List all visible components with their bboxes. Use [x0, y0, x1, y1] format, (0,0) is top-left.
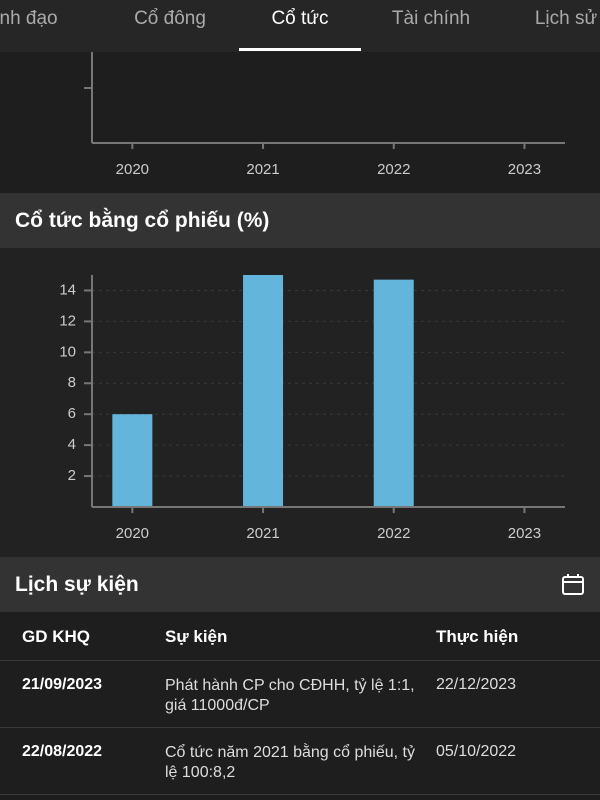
- table-cell: Cổ tức năm 2021 bằng cổ phiếu, tỷ lệ 100…: [165, 744, 415, 781]
- x-tick-label: 2022: [377, 525, 410, 542]
- x-tick-label: 2020: [116, 161, 149, 178]
- events-header: Lịch sự kiện: [0, 557, 600, 612]
- tab[interactable]: Tài chính: [391, 8, 471, 29]
- y-tick-label: 12: [59, 312, 76, 329]
- column-header: GD KHQ: [22, 627, 90, 646]
- bar: [112, 414, 153, 507]
- x-tick-label: 2022: [377, 161, 410, 178]
- tab-bar: Lãnh đạo Cổ đông Cổ tức Tài chính Lịch sử: [0, 0, 600, 52]
- x-tick-label: 2021: [246, 161, 279, 178]
- y-tick-label: 14: [59, 281, 76, 298]
- active-tab-indicator: [239, 48, 361, 51]
- y-tick-label: 4: [68, 436, 76, 453]
- x-tick-label: 2021: [246, 525, 279, 542]
- y-tick-label: 2: [68, 467, 76, 484]
- tab[interactable]: Cổ tức: [271, 8, 329, 29]
- dividend-chart: 2 4 6 8 10 12 14 2020 2021 2022 2023: [0, 248, 600, 557]
- x-tick-label: 2020: [116, 525, 149, 542]
- table-header-row: GD KHQ Sự kiện Thực hiện: [0, 612, 600, 661]
- chart-title: Cổ tức bằng cổ phiếu (%): [0, 193, 600, 248]
- events-title: Lịch sự kiện: [15, 573, 139, 596]
- events-table: GD KHQ Sự kiện Thực hiện 21/09/2023 Phát hàn…: [0, 612, 600, 795]
- tab[interactable]: Lịch sử: [534, 8, 598, 29]
- y-tick-label: 10: [59, 343, 76, 360]
- column-header: Thực hiện: [436, 627, 519, 646]
- table-cell: 05/10/2022: [436, 743, 517, 760]
- top-chart: 2020 2021 2022 2023: [0, 52, 600, 193]
- column-header: Sự kiện: [165, 627, 228, 646]
- y-tick-label: 8: [68, 374, 76, 391]
- table-cell: Phát hành CP cho CĐHH, tỷ lệ 1:1, giá 11…: [165, 677, 415, 714]
- calendar-icon[interactable]: [561, 573, 585, 597]
- x-tick-label: 2023: [508, 161, 541, 178]
- bar: [373, 279, 414, 507]
- tab[interactable]: Lãnh đạo: [0, 8, 58, 29]
- table-cell: 22/08/2022: [22, 743, 103, 760]
- x-tick-label: 2023: [508, 525, 541, 542]
- event-row: 21/09/2023 Phát hành CP cho CĐHH, tỷ lệ 1…: [0, 661, 600, 728]
- tab[interactable]: Cổ đông: [134, 8, 206, 29]
- table-cell: 22/12/2023: [436, 676, 517, 693]
- table-cell: 21/09/2023: [22, 676, 103, 693]
- y-tick-label: 6: [68, 405, 76, 422]
- event-row: 22/08/2022 Cổ tức năm 2021 bằng cổ phiếu,…: [0, 728, 600, 795]
- bar: [243, 275, 284, 507]
